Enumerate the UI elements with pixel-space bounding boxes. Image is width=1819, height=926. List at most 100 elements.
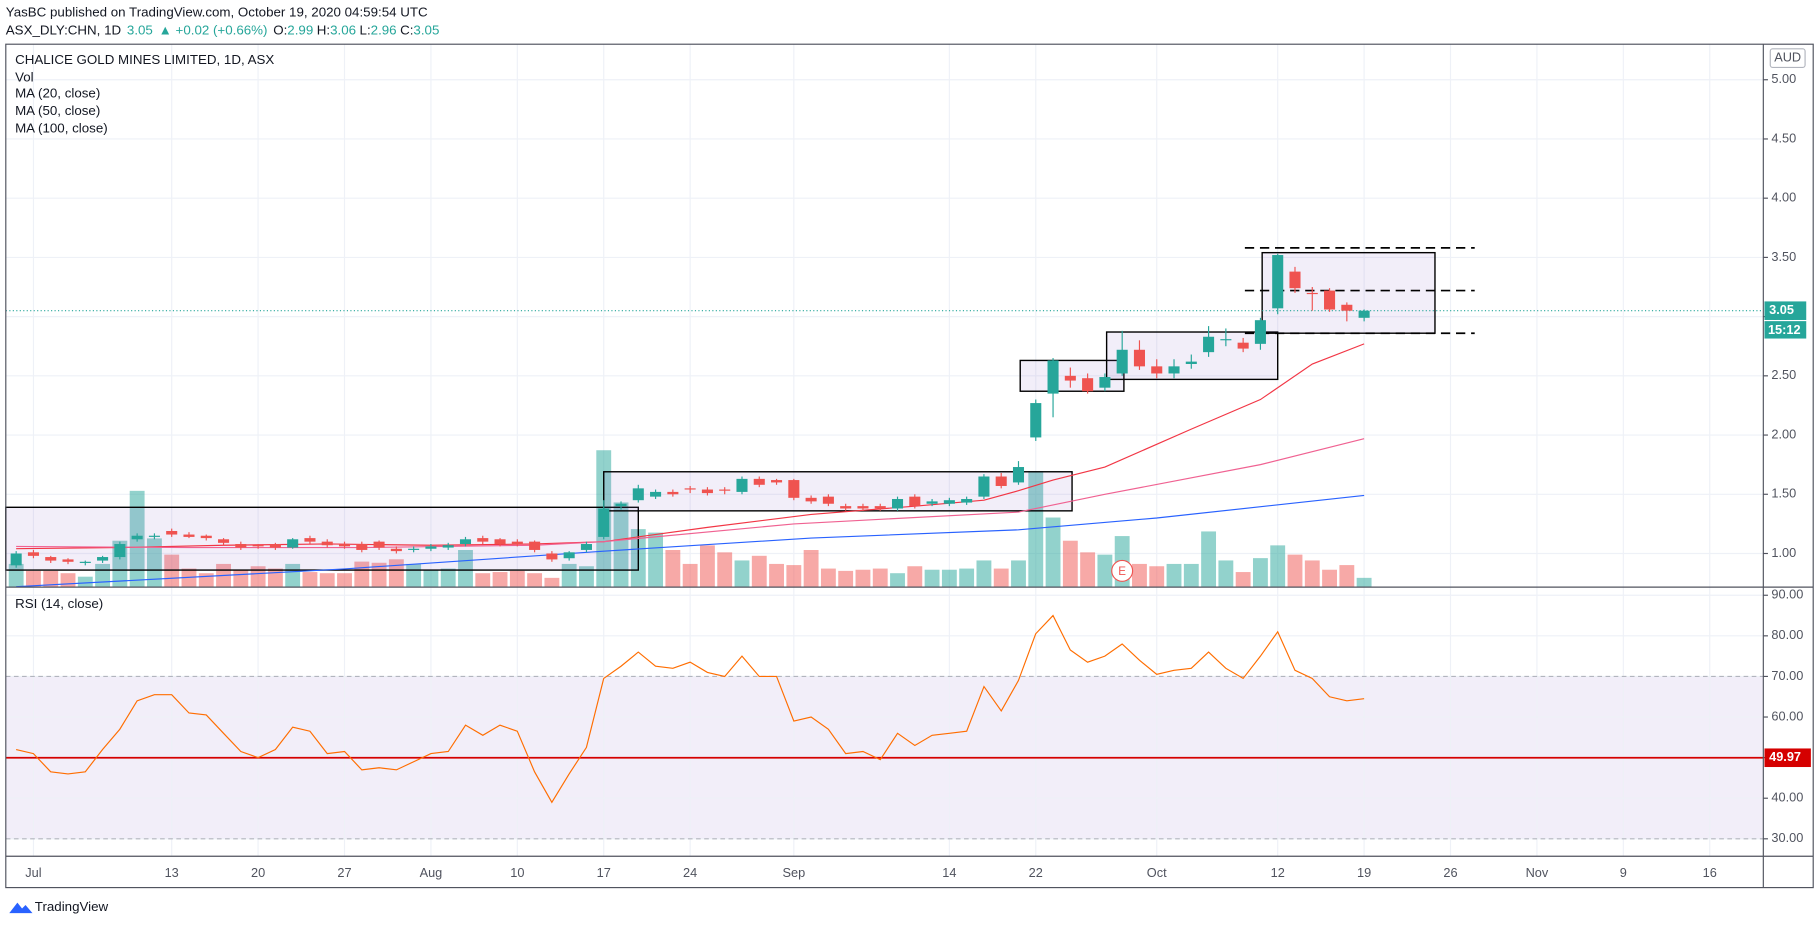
candle-body	[1030, 403, 1042, 438]
candle-body	[1082, 378, 1094, 392]
last-price: 3.05	[127, 22, 153, 37]
level-badge-label: 49.97	[1769, 749, 1801, 764]
candle-body	[1099, 377, 1111, 388]
currency-box	[1769, 48, 1806, 68]
volume-bar	[924, 569, 940, 588]
ma-line	[16, 494, 1365, 588]
volume-bar	[26, 570, 41, 588]
volume-bar	[77, 576, 93, 588]
volume-bar	[1183, 563, 1199, 588]
legend-entry: Vol	[15, 69, 34, 84]
y-tick-label: 3.50	[1771, 249, 1796, 264]
range-box	[5, 506, 639, 571]
volume-bar	[527, 573, 543, 588]
legend-entry: MA (20, close)	[15, 86, 100, 101]
candle-body	[200, 535, 212, 539]
candle-body	[995, 476, 1007, 486]
volume-bar	[302, 572, 318, 588]
candle-body	[529, 541, 541, 550]
x-tick-label: 9	[1620, 865, 1627, 880]
candle-body	[598, 508, 610, 537]
range-box	[1261, 251, 1436, 334]
candle-body	[563, 552, 575, 559]
candle-body	[373, 541, 385, 548]
candle-body	[425, 546, 437, 549]
ohlc-value: 3.05	[413, 22, 439, 37]
price-badge	[1764, 301, 1807, 320]
ohlc-label: C:	[400, 22, 413, 37]
x-tick-label: 20	[251, 865, 265, 880]
y-tick-label: 60.00	[1771, 708, 1803, 723]
candle-body	[1358, 310, 1370, 318]
range-box	[603, 471, 1073, 512]
candle-body	[45, 557, 57, 561]
candle-body	[1047, 360, 1059, 394]
candle-body	[356, 544, 368, 550]
y-tick-label: 5.00	[1771, 71, 1796, 86]
frame	[5, 43, 1814, 889]
ohlc-value: 3.06	[330, 22, 356, 37]
candle-body	[1064, 375, 1076, 381]
volume-bar	[665, 550, 681, 588]
candle-body	[235, 544, 247, 548]
legend-entry: MA (50, close)	[15, 103, 100, 118]
candle-body	[805, 497, 817, 502]
volume-bar	[648, 532, 664, 588]
volume-bar	[423, 569, 439, 588]
volume-bar	[820, 568, 836, 588]
candle-body	[477, 538, 489, 542]
volume-bar	[1166, 563, 1182, 588]
ohlc-label: O:	[273, 22, 287, 37]
candle-body	[874, 506, 886, 509]
candle-body	[943, 500, 955, 504]
price-badge-label: 3.05	[1769, 302, 1794, 317]
x-tick-label: 12	[1271, 865, 1285, 880]
y-tick-label: 30.00	[1771, 830, 1803, 845]
volume-bar	[198, 573, 214, 588]
candle-body	[304, 538, 316, 542]
volume-bar	[544, 577, 560, 588]
volume-bar	[492, 572, 508, 588]
ohlc-value: 2.99	[287, 22, 313, 37]
volume-bar	[872, 568, 888, 588]
ohlc-label: L:	[360, 22, 371, 37]
x-tick-label: Nov	[1526, 865, 1549, 880]
candle-body	[1168, 366, 1180, 374]
candle-body	[978, 476, 990, 497]
event-label: E	[1118, 565, 1126, 578]
volume-bar	[1011, 560, 1026, 588]
volume-bar	[1252, 558, 1268, 588]
volume-bar	[786, 565, 802, 588]
x-tick-label: 27	[337, 865, 351, 880]
volume-bar	[1097, 554, 1113, 588]
candle-body	[632, 488, 644, 501]
x-tick-label: 24	[683, 865, 697, 880]
candle-body	[511, 541, 523, 545]
volume-bar	[1045, 517, 1061, 588]
candle-body	[822, 496, 834, 504]
candle-body	[269, 544, 281, 548]
x-tick-label: Jul	[25, 865, 41, 880]
volume-bar	[1304, 560, 1320, 588]
volume-bar	[43, 570, 59, 588]
candle-body	[494, 539, 506, 545]
change: ▲ +0.02 (+0.66%)	[159, 22, 268, 37]
symbol: ASX_DLY:CHN, 1D	[6, 22, 121, 37]
y-tick-label: 80.00	[1771, 627, 1803, 642]
volume-bar	[751, 555, 767, 588]
x-tick-label: Aug	[420, 865, 443, 880]
x-tick-label: 13	[165, 865, 179, 880]
volume-bar	[613, 502, 629, 588]
x-tick-label: 10	[510, 865, 524, 880]
y-tick-label: 40.00	[1771, 790, 1803, 805]
x-tick-label: Oct	[1147, 865, 1167, 880]
y-tick-label: 1.50	[1771, 486, 1796, 501]
candle-body	[1151, 366, 1163, 374]
candle-body	[1220, 339, 1232, 341]
brand: TradingView	[35, 899, 109, 914]
y-tick-label: 70.00	[1771, 668, 1803, 683]
candle-body	[442, 545, 454, 548]
y-tick-label: 4.50	[1771, 130, 1796, 145]
